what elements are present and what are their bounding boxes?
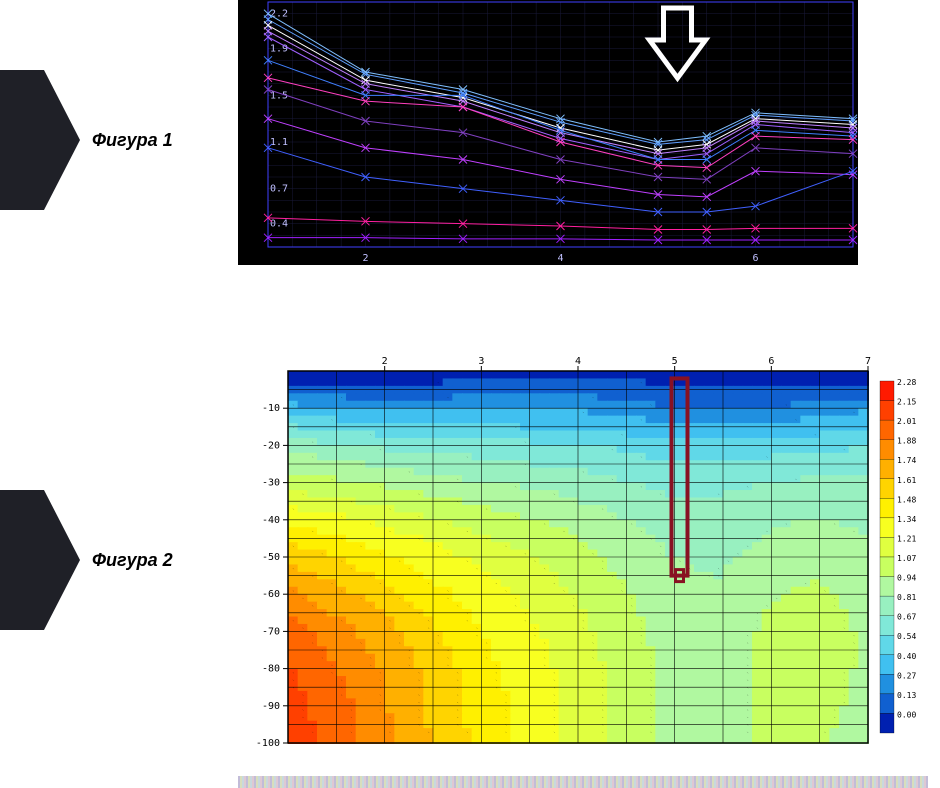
svg-text:0.81: 0.81 (897, 593, 916, 602)
svg-text:-20: -20 (262, 440, 280, 451)
svg-text:0.67: 0.67 (897, 613, 916, 622)
svg-text:0.54: 0.54 (897, 632, 916, 641)
svg-text:0.7: 0.7 (270, 184, 288, 195)
figure2-label-block: Фигура 2 (0, 490, 173, 630)
noise-strip (238, 776, 928, 788)
svg-text:-30: -30 (262, 478, 280, 489)
svg-text:-10: -10 (262, 403, 280, 414)
svg-text:1.21: 1.21 (897, 534, 916, 543)
figure1-line-chart: 0.4 0.7 1.1 1.5 1.9 2.2 2 4 6 (238, 0, 858, 265)
chevron-icon (0, 70, 80, 210)
svg-text:4: 4 (575, 356, 581, 367)
svg-text:2.2: 2.2 (270, 9, 288, 20)
svg-text:2: 2 (362, 253, 368, 264)
svg-text:1.48: 1.48 (897, 495, 916, 504)
svg-text:1.1: 1.1 (270, 137, 288, 148)
svg-text:0.40: 0.40 (897, 652, 916, 661)
svg-text:1.34: 1.34 (897, 515, 916, 524)
svg-text:-70: -70 (262, 626, 280, 637)
svg-text:0.27: 0.27 (897, 671, 916, 680)
figure2-heatmap: 2 3 4 5 6 7 -10 -20 -30 -40 -50 -60 -70 -80 -90 -100 2.2… (238, 353, 928, 758)
svg-text:1.07: 1.07 (897, 554, 916, 563)
svg-text:2.28: 2.28 (897, 378, 916, 387)
svg-text:6: 6 (768, 356, 774, 367)
svg-text:0.4: 0.4 (270, 219, 288, 230)
svg-text:1.61: 1.61 (897, 476, 916, 485)
svg-text:1.74: 1.74 (897, 456, 916, 465)
svg-text:-40: -40 (262, 515, 280, 526)
figure1-label-block: Фигура 1 (0, 70, 173, 210)
svg-text:0.94: 0.94 (897, 574, 916, 583)
svg-text:3: 3 (478, 356, 484, 367)
svg-text:4: 4 (557, 253, 563, 264)
figure2-label: Фигура 2 (92, 550, 173, 571)
svg-text:2.01: 2.01 (897, 417, 916, 426)
svg-text:2.15: 2.15 (897, 398, 916, 407)
svg-text:1.9: 1.9 (270, 44, 288, 55)
svg-text:-60: -60 (262, 589, 280, 600)
svg-text:1.5: 1.5 (270, 90, 288, 101)
svg-text:-90: -90 (262, 701, 280, 712)
svg-text:-50: -50 (262, 552, 280, 563)
chevron-icon (0, 490, 80, 630)
svg-text:-80: -80 (262, 664, 280, 675)
svg-text:7: 7 (865, 356, 871, 367)
svg-text:5: 5 (672, 356, 678, 367)
svg-text:1.88: 1.88 (897, 437, 916, 446)
svg-text:0.13: 0.13 (897, 691, 916, 700)
svg-text:0.00: 0.00 (897, 710, 916, 719)
svg-text:2: 2 (382, 356, 388, 367)
svg-text:6: 6 (752, 253, 758, 264)
figure1-label: Фигура 1 (92, 130, 173, 151)
svg-text:-100: -100 (256, 738, 280, 749)
